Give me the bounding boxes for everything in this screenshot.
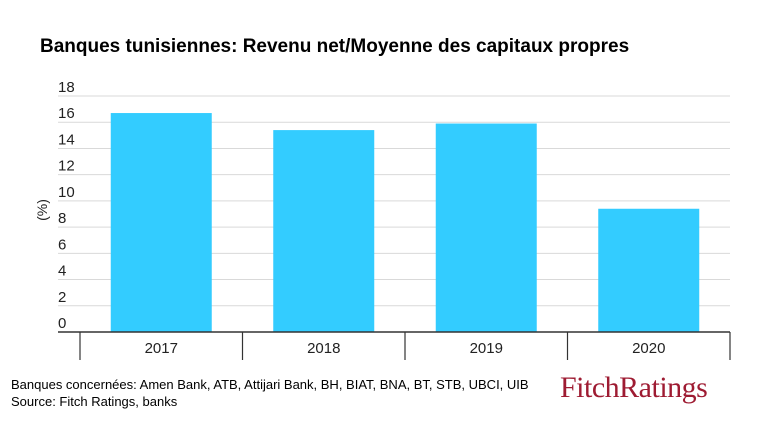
- x-tick-label: 2018: [307, 340, 340, 357]
- y-tick-label: 14: [58, 131, 75, 148]
- y-tick-label: 18: [58, 79, 75, 96]
- y-tick-label: 6: [58, 236, 66, 253]
- x-tick-label: 2019: [470, 340, 503, 357]
- bar-2018: [273, 130, 375, 332]
- bar-chart: 0 2 4 6 8 10 12 14 16 18 2017 2018 2019 2020 (%): [34, 79, 731, 360]
- x-tick-label: 2020: [632, 340, 665, 357]
- y-tick-label: 2: [58, 289, 66, 306]
- y-tick-label: 16: [58, 105, 75, 122]
- y-tick-label: 8: [58, 210, 66, 227]
- bar-2019: [435, 123, 537, 333]
- y-tick-label: 0: [58, 315, 66, 332]
- y-tick-label: 10: [58, 184, 75, 201]
- bar-2017: [110, 113, 212, 333]
- footnote-source: Source: Fitch Ratings, banks: [11, 394, 178, 409]
- y-tick-label: 12: [58, 158, 75, 175]
- footnote: Banques concernées: Amen Bank, ATB, Atti…: [11, 376, 529, 410]
- chart-title: Banques tunisiennes: Revenu net/Moyenne …: [40, 36, 630, 57]
- y-tick-label: 4: [58, 263, 66, 280]
- x-axis: 2017 2018 2019 2020: [58, 331, 731, 360]
- x-tick-label: 2017: [145, 340, 178, 357]
- fitch-ratings-logo: FitchRatings: [560, 371, 708, 404]
- y-tick-labels: 0 2 4 6 8 10 12 14 16 18: [58, 79, 75, 332]
- bar-2020: [598, 208, 700, 332]
- footnote-banks: Banques concernées: Amen Bank, ATB, Atti…: [11, 377, 529, 392]
- y-axis-label: (%): [34, 199, 50, 221]
- bars: [110, 113, 700, 333]
